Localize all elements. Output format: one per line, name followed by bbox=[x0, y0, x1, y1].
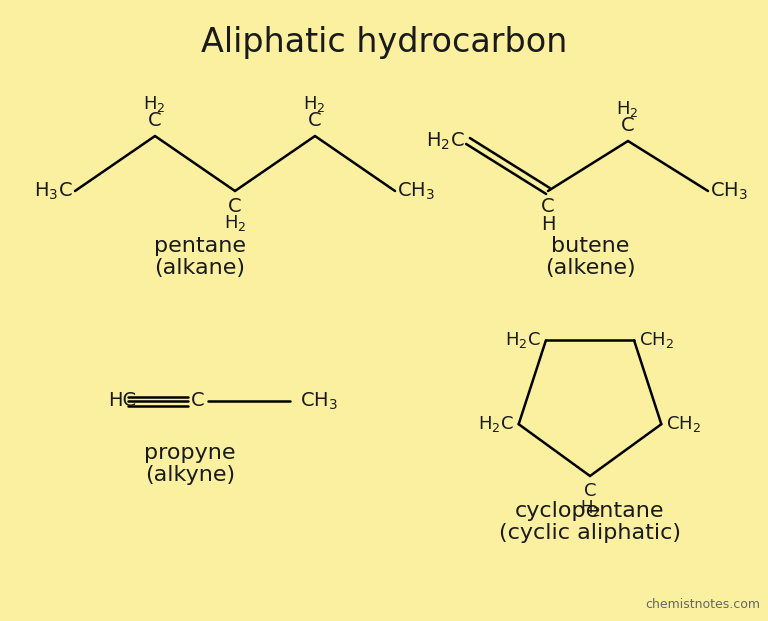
Text: C: C bbox=[228, 197, 242, 216]
Text: chemistnotes.com: chemistnotes.com bbox=[645, 598, 760, 611]
Text: H$_2$C: H$_2$C bbox=[478, 414, 514, 434]
Text: H$_2$: H$_2$ bbox=[616, 99, 638, 119]
Text: H$_2$: H$_2$ bbox=[580, 498, 601, 518]
Text: propyne: propyne bbox=[144, 443, 236, 463]
Text: cyclopentane: cyclopentane bbox=[515, 501, 665, 521]
Text: (alkyne): (alkyne) bbox=[145, 465, 235, 485]
Text: H$_2$C: H$_2$C bbox=[426, 130, 465, 152]
Text: H: H bbox=[541, 215, 555, 234]
Text: CH$_2$: CH$_2$ bbox=[667, 414, 701, 434]
Text: (cyclic aliphatic): (cyclic aliphatic) bbox=[499, 523, 681, 543]
Text: C: C bbox=[148, 111, 162, 130]
Text: CH$_3$: CH$_3$ bbox=[397, 180, 435, 202]
Text: C: C bbox=[584, 482, 596, 500]
Text: butene: butene bbox=[551, 236, 629, 256]
Text: H$_2$: H$_2$ bbox=[143, 94, 165, 114]
Text: CH$_3$: CH$_3$ bbox=[300, 391, 338, 412]
Text: H$_2$: H$_2$ bbox=[223, 213, 247, 233]
Text: C: C bbox=[621, 116, 635, 135]
Text: CH$_2$: CH$_2$ bbox=[639, 330, 674, 350]
Text: CH$_3$: CH$_3$ bbox=[710, 180, 748, 202]
Text: (alkene): (alkene) bbox=[545, 258, 635, 278]
Text: H$_2$: H$_2$ bbox=[303, 94, 325, 114]
Text: (alkane): (alkane) bbox=[154, 258, 246, 278]
Text: C: C bbox=[191, 391, 205, 410]
Text: C: C bbox=[541, 197, 554, 216]
Text: H$_3$C: H$_3$C bbox=[35, 180, 73, 202]
Text: C: C bbox=[308, 111, 322, 130]
Text: pentane: pentane bbox=[154, 236, 246, 256]
Text: H$_2$C: H$_2$C bbox=[505, 330, 541, 350]
Text: Aliphatic hydrocarbon: Aliphatic hydrocarbon bbox=[200, 26, 568, 59]
Text: HC: HC bbox=[108, 391, 136, 410]
